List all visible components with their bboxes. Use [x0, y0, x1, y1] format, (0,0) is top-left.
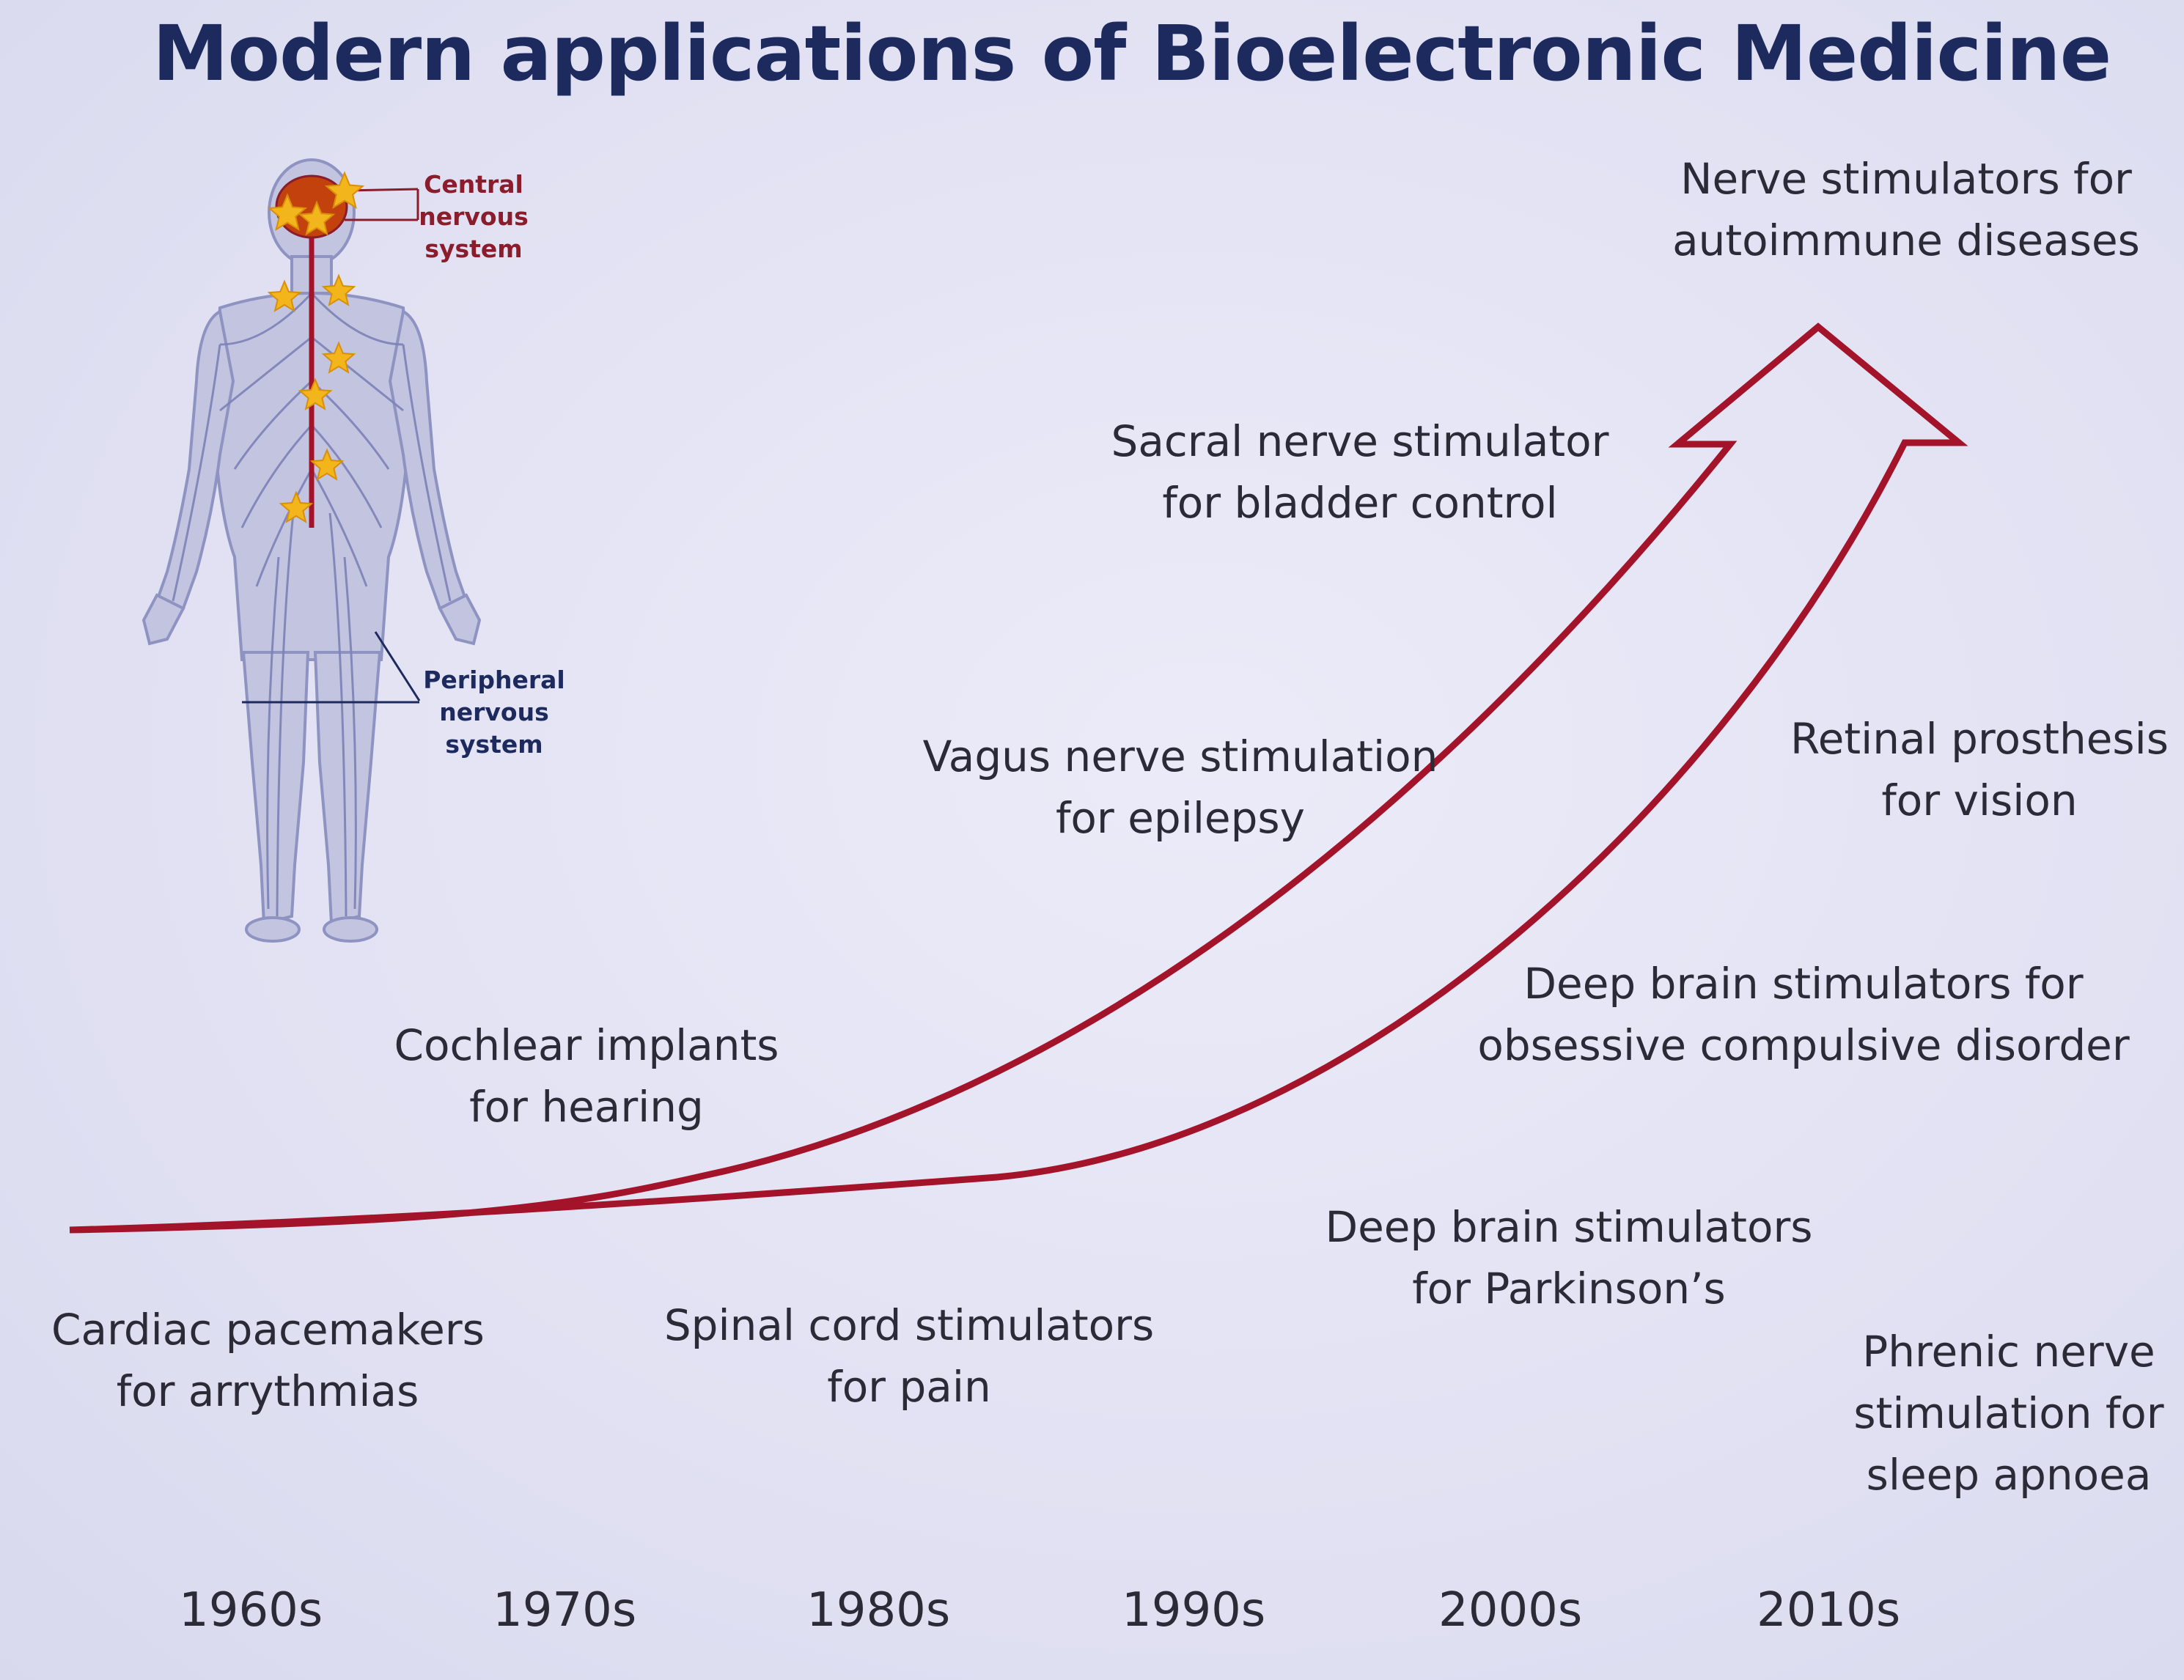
label-retinal-prosthesis: Retinal prosthesis for vision [1782, 708, 2177, 831]
cns-label-line-1: Central [424, 170, 523, 199]
label-line: for pain [827, 1362, 991, 1412]
label-line: Phrenic nerve [1862, 1327, 2155, 1377]
figure-left-foot [245, 916, 301, 943]
figure-left-leg [241, 651, 310, 926]
pns-label-line-2: nervous [439, 698, 549, 726]
decade-1980s: 1980s [806, 1583, 951, 1637]
human-body-figure [141, 158, 482, 943]
label-line: autoimmune diseases [1672, 215, 2140, 265]
label-line: obsessive compulsive disorder [1477, 1020, 2130, 1070]
label-line: Spinal cord stimulators [663, 1300, 1155, 1350]
label-vagus-nerve-stimulation: Vagus nerve stimulation for epilepsy [909, 726, 1452, 849]
peripheral-nervous-system-label: Peripheral nervous system [415, 664, 573, 761]
star-icon [309, 448, 345, 481]
decade-1990s: 1990s [1122, 1583, 1266, 1637]
cns-label-line-3: system [424, 235, 523, 263]
label-line: for epilepsy [1056, 793, 1305, 843]
label-line: for Parkinson’s [1412, 1264, 1726, 1314]
growth-arrow [69, 323, 1968, 1234]
label-line: Deep brain stimulators [1325, 1202, 1813, 1252]
label-line: Cochlear implants [394, 1020, 779, 1070]
label-line: stimulation for [1853, 1388, 2164, 1438]
label-dbs-parkinsons: Deep brain stimulators for Parkinson’s [1305, 1196, 1833, 1319]
star-icon [267, 193, 308, 232]
cns-label-line-2: nervous [419, 202, 529, 231]
label-autoimmune-nerve-stimulators: Nerve stimulators for autoimmune disease… [1642, 148, 2170, 271]
label-phrenic-nerve-stimulation: Phrenic nerve stimulation for sleep apno… [1833, 1321, 2184, 1506]
label-cochlear-implants: Cochlear implants for hearing [381, 1014, 792, 1138]
label-line: Sacral nerve stimulator [1111, 416, 1609, 466]
star-icon [267, 279, 302, 312]
decade-2000s: 2000s [1438, 1583, 1583, 1637]
label-line: sleep apnoea [1866, 1450, 2152, 1500]
label-line: for bladder control [1162, 478, 1558, 528]
star-icon [298, 377, 333, 410]
figure-left-hand [141, 593, 185, 646]
pns-label-line-3: system [445, 730, 543, 759]
label-spinal-cord-stimulators: Spinal cord stimulators for pain [652, 1294, 1166, 1418]
figure-right-foot [323, 916, 378, 943]
figure-right-leg [313, 651, 382, 926]
star-icon [321, 273, 356, 306]
decade-2010s: 2010s [1757, 1583, 1901, 1637]
label-line: Deep brain stimulators for [1523, 959, 2084, 1009]
peripheral-nerves [172, 292, 452, 917]
slide-title: Modern applications of Bioelectronic Med… [152, 9, 2111, 98]
star-icon [324, 171, 365, 210]
label-cardiac-pacemakers: Cardiac pacemakers for arrythmias [51, 1299, 485, 1422]
label-line: for vision [1881, 775, 2078, 825]
label-line: Nerve stimulators for [1680, 154, 2132, 204]
central-nervous-system-label: Central nervous system [415, 169, 532, 265]
star-icon [279, 490, 314, 523]
decade-1960s: 1960s [179, 1583, 323, 1637]
pns-label-line-1: Peripheral [423, 666, 565, 694]
label-dbs-ocd: Deep brain stimulators for obsessive com… [1466, 953, 2141, 1076]
star-icon [298, 200, 336, 236]
nerve-stars [267, 171, 365, 523]
label-line: Cardiac pacemakers [51, 1305, 485, 1355]
label-line: for arrythmias [116, 1366, 419, 1416]
label-sacral-nerve-stimulator: Sacral nerve stimulator for bladder cont… [1100, 410, 1620, 534]
figure-right-hand [438, 593, 482, 646]
label-line: for hearing [469, 1082, 704, 1132]
label-line: Vagus nerve stimulation [922, 732, 1438, 781]
star-icon [321, 341, 356, 374]
label-line: Retinal prosthesis [1790, 714, 2169, 764]
pns-pointer [242, 631, 421, 704]
decade-1970s: 1970s [493, 1583, 637, 1637]
